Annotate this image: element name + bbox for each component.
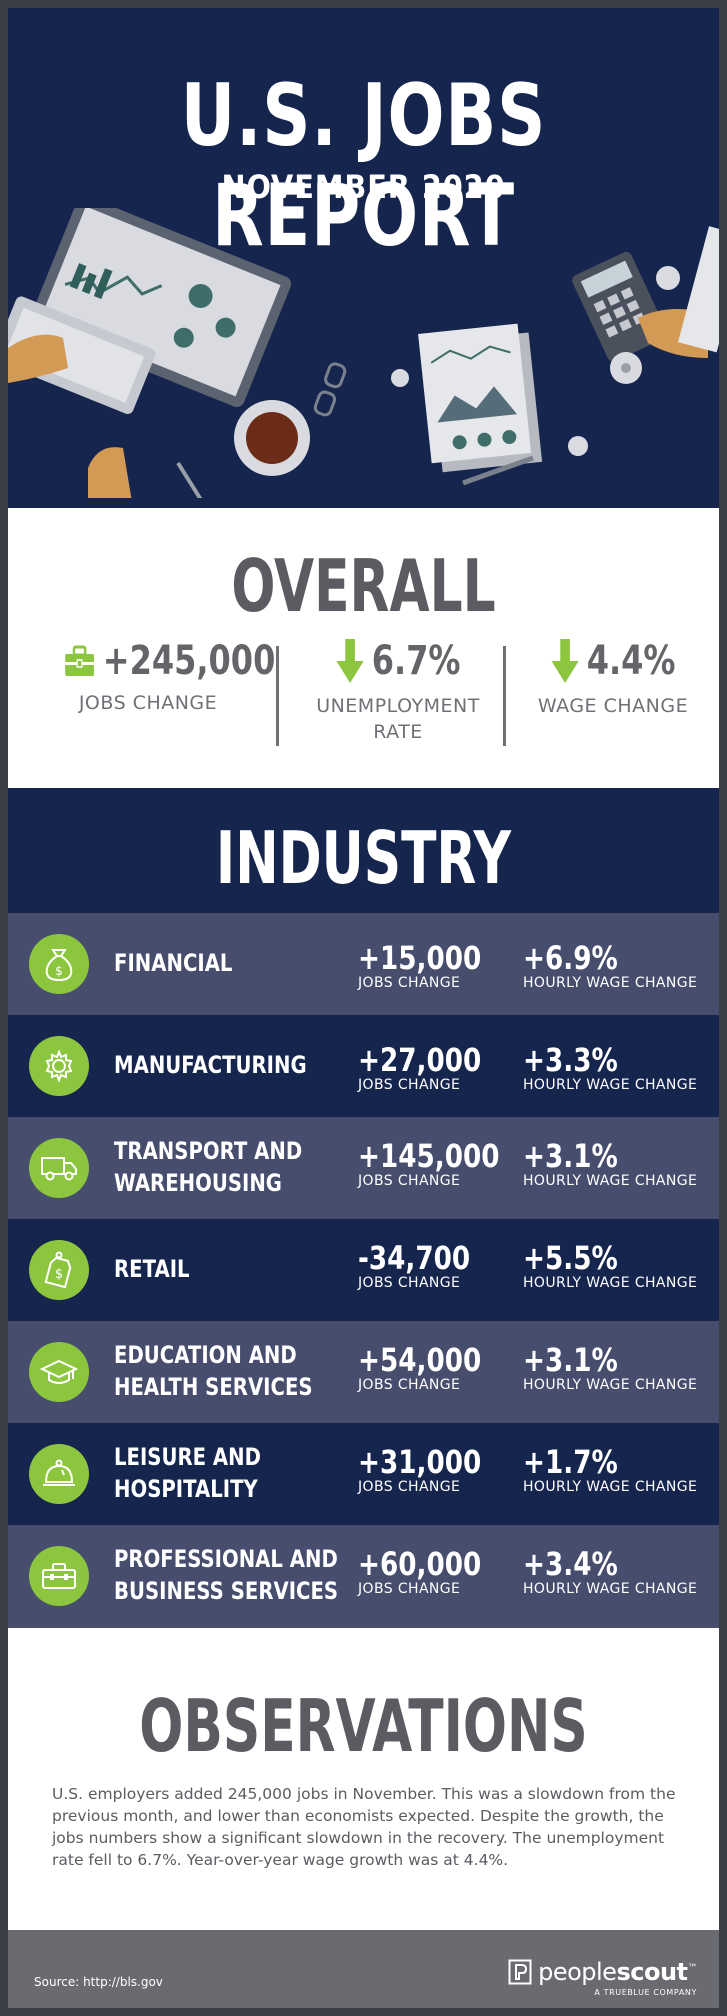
wage-change-value: +1.7% bbox=[523, 1443, 618, 1481]
arrow-down-icon bbox=[336, 639, 364, 683]
industry-row-education: EDUCATION AND HEALTH SERVICES +54,000 JO… bbox=[8, 1321, 719, 1423]
arrow-down-icon bbox=[551, 639, 579, 683]
industry-name-line2: WAREHOUSING bbox=[114, 1169, 282, 1197]
toolbox-icon bbox=[29, 1546, 89, 1606]
price-tag-icon: $ bbox=[29, 1240, 89, 1300]
svg-text:$: $ bbox=[55, 964, 63, 978]
jobs-change-value: +27,000 bbox=[358, 1041, 482, 1079]
industry-name-line1: PROFESSIONAL AND bbox=[114, 1545, 338, 1573]
unemployment-label: UNEMPLOYMENT RATE bbox=[316, 695, 480, 743]
jobs-change-value: +54,000 bbox=[358, 1341, 482, 1379]
wage-change-value: +5.5% bbox=[523, 1239, 618, 1277]
industry-name-line2: HOSPITALITY bbox=[114, 1475, 258, 1503]
jobs-change-label: JOBS CHANGE bbox=[358, 1173, 461, 1189]
unemployment-stat: 6.7% UNEMPLOYMENT RATE bbox=[298, 638, 498, 745]
wage-change-label: HOURLY WAGE CHANGE bbox=[523, 1581, 698, 1597]
jobs-change-label: JOBS CHANGE bbox=[358, 1377, 461, 1393]
source-link[interactable]: Source: http://bls.gov bbox=[34, 1975, 163, 1989]
wage-change-label: HOURLY WAGE CHANGE bbox=[523, 975, 698, 991]
calculator-illustration bbox=[572, 251, 668, 362]
page-subtitle: NOVEMBER 2020 bbox=[221, 168, 506, 206]
wage-change-value: 4.4% bbox=[586, 638, 675, 684]
industry-breakdown-header: INDUSTRY BREAKDOWN bbox=[8, 788, 719, 984]
overall-section: OVERALL +245,000 JOBS CHANGE 6.7 bbox=[8, 508, 719, 788]
industry-name: FINANCIAL bbox=[114, 949, 233, 977]
page-title: U.S. JOBS REPORT bbox=[180, 66, 547, 266]
truck-icon bbox=[29, 1138, 89, 1198]
jobs-change-value: +31,000 bbox=[358, 1443, 482, 1481]
wage-change-stat: 4.4% WAGE CHANGE bbox=[518, 638, 708, 719]
jobs-change-label: JOBS CHANGE bbox=[78, 692, 218, 714]
industry-name-line2: HEALTH SERVICES bbox=[114, 1373, 313, 1401]
industry-row-financial: $ FINANCIAL +15,000 JOBS CHANGE +6.9% HO… bbox=[8, 913, 719, 1015]
wage-change-value: +3.4% bbox=[523, 1545, 618, 1583]
wage-change-label: HOURLY WAGE CHANGE bbox=[523, 1077, 698, 1093]
graduation-cap-icon bbox=[29, 1342, 89, 1402]
report-illustration bbox=[418, 323, 543, 473]
jobs-change-label: JOBS CHANGE bbox=[358, 1479, 461, 1495]
footer: Source: http://bls.gov peoplescout™ A TR… bbox=[8, 1930, 719, 2008]
industry-name-line1: EDUCATION AND bbox=[114, 1341, 297, 1369]
industry-name: RETAIL bbox=[114, 1255, 190, 1283]
stat-divider bbox=[503, 646, 506, 746]
jobs-change-value: +245,000 bbox=[102, 638, 276, 684]
jobs-change-label: JOBS CHANGE bbox=[358, 1581, 461, 1597]
industry-row-professional: PROFESSIONAL AND BUSINESS SERVICES +60,0… bbox=[8, 1525, 719, 1628]
industry-name: MANUFACTURING bbox=[114, 1051, 307, 1079]
svg-text:$: $ bbox=[55, 1267, 63, 1282]
jobs-change-value: -34,700 bbox=[358, 1239, 471, 1277]
gear-icon bbox=[29, 1036, 89, 1096]
wage-change-label: HOURLY WAGE CHANGE bbox=[523, 1479, 698, 1495]
wage-change-label: HOURLY WAGE CHANGE bbox=[523, 1275, 698, 1291]
jobs-change-label: JOBS CHANGE bbox=[358, 1077, 461, 1093]
peoplescout-logo: peoplescout™ A TRUEBLUE COMPANY bbox=[508, 1958, 697, 1997]
industry-row-retail: $ RETAIL -34,700 JOBS CHANGE +5.5% HOURL… bbox=[8, 1219, 719, 1321]
stat-divider bbox=[276, 646, 279, 746]
overall-title: OVERALL bbox=[231, 544, 496, 628]
coffee-cup-illustration bbox=[234, 400, 310, 476]
observations-section: OBSERVATIONS U.S. employers added 245,00… bbox=[8, 1628, 719, 1930]
wage-change-label: HOURLY WAGE CHANGE bbox=[523, 1377, 698, 1393]
industry-name-line1: LEISURE AND bbox=[114, 1443, 261, 1471]
brand-prefix: people bbox=[538, 1958, 617, 1986]
industry-row-manufacturing: MANUFACTURING +27,000 JOBS CHANGE +3.3% … bbox=[8, 1015, 719, 1117]
jobs-change-value: +145,000 bbox=[358, 1137, 500, 1175]
briefcase-icon bbox=[65, 645, 94, 676]
wage-change-value: +6.9% bbox=[523, 939, 618, 977]
industry-row-transport: TRANSPORT AND WAREHOUSING +145,000 JOBS … bbox=[8, 1117, 719, 1219]
jobs-change-label: JOBS CHANGE bbox=[358, 1275, 461, 1291]
wage-change-value: +3.1% bbox=[523, 1137, 618, 1175]
industry-name-line2: BUSINESS SERVICES bbox=[114, 1577, 339, 1605]
observations-text: U.S. employers added 245,000 jobs in Nov… bbox=[52, 1785, 676, 1869]
hand-illustration bbox=[8, 334, 68, 383]
wage-change-label: HOURLY WAGE CHANGE bbox=[523, 1173, 698, 1189]
wage-change-value: +3.1% bbox=[523, 1341, 618, 1379]
jobs-change-value: +60,000 bbox=[358, 1545, 482, 1583]
industry-name-line1: TRANSPORT AND bbox=[114, 1137, 303, 1165]
unemployment-value: 6.7% bbox=[371, 638, 460, 684]
observations-title: OBSERVATIONS bbox=[139, 1684, 588, 1768]
wage-change-label: WAGE CHANGE bbox=[537, 695, 689, 717]
wage-change-value: +3.3% bbox=[523, 1041, 618, 1079]
brand-tagline: A TRUEBLUE COMPANY bbox=[594, 1988, 697, 1997]
peoplescout-logo-icon bbox=[508, 1959, 532, 1985]
keyboard-illustration bbox=[8, 296, 156, 414]
jobs-change-stat: +245,000 JOBS CHANGE bbox=[38, 638, 275, 716]
money-bag-icon: $ bbox=[29, 934, 89, 994]
trademark-symbol: ™ bbox=[687, 1963, 698, 1974]
jobs-change-label: JOBS CHANGE bbox=[358, 975, 461, 991]
industry-row-leisure: LEISURE AND HOSPITALITY +31,000 JOBS CHA… bbox=[8, 1423, 719, 1525]
hero-section: U.S. JOBS REPORT NOVEMBER 2020 bbox=[8, 8, 719, 508]
glasses-illustration bbox=[313, 362, 347, 417]
service-bell-icon bbox=[29, 1444, 89, 1504]
desk-illustration bbox=[8, 208, 719, 508]
jobs-change-value: +15,000 bbox=[358, 939, 482, 977]
brand-suffix: scout bbox=[616, 1958, 688, 1986]
infographic: U.S. JOBS REPORT NOVEMBER 2020 bbox=[8, 8, 719, 2008]
